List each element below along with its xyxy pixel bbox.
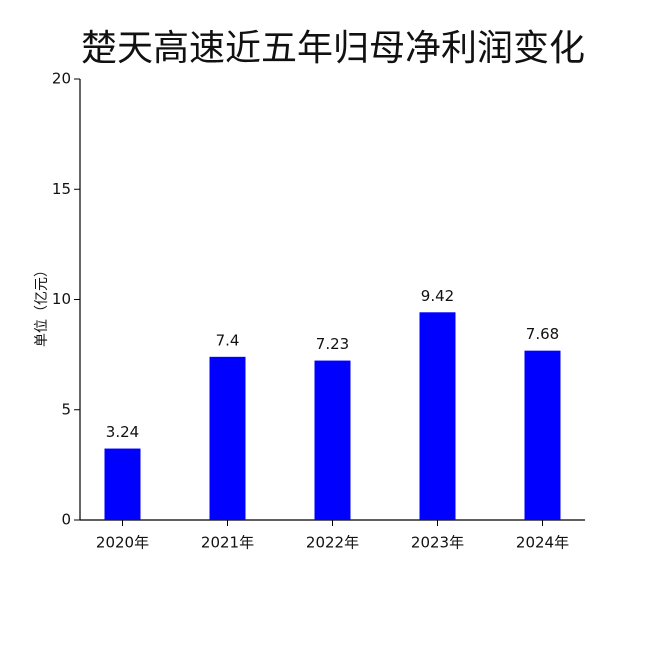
bar xyxy=(209,356,246,520)
y-tick-label: 5 xyxy=(61,400,71,418)
bar xyxy=(524,350,561,520)
y-tick-label: 20 xyxy=(52,70,71,88)
bar xyxy=(104,448,141,520)
y-axis-label: 单位（亿元） xyxy=(34,263,50,347)
y-tick-label: 15 xyxy=(52,180,71,198)
x-tick-label: 2022年 xyxy=(306,534,359,552)
chart-title: 楚天高速近五年归母净利润变化 xyxy=(81,28,585,69)
x-tick-label: 2021年 xyxy=(201,534,254,552)
data-label: 9.42 xyxy=(421,287,454,305)
data-label: 7.4 xyxy=(216,331,240,349)
x-tick-label: 2020年 xyxy=(96,534,149,552)
data-label: 7.23 xyxy=(316,335,349,353)
x-tick-label: 2024年 xyxy=(516,534,569,552)
data-label: 7.68 xyxy=(526,325,559,343)
data-label: 3.24 xyxy=(106,423,139,441)
x-tick-label: 2023年 xyxy=(411,534,464,552)
y-tick-label: 10 xyxy=(52,290,71,308)
bar xyxy=(314,360,351,520)
y-tick-label: 0 xyxy=(61,511,71,529)
bar xyxy=(419,312,456,520)
